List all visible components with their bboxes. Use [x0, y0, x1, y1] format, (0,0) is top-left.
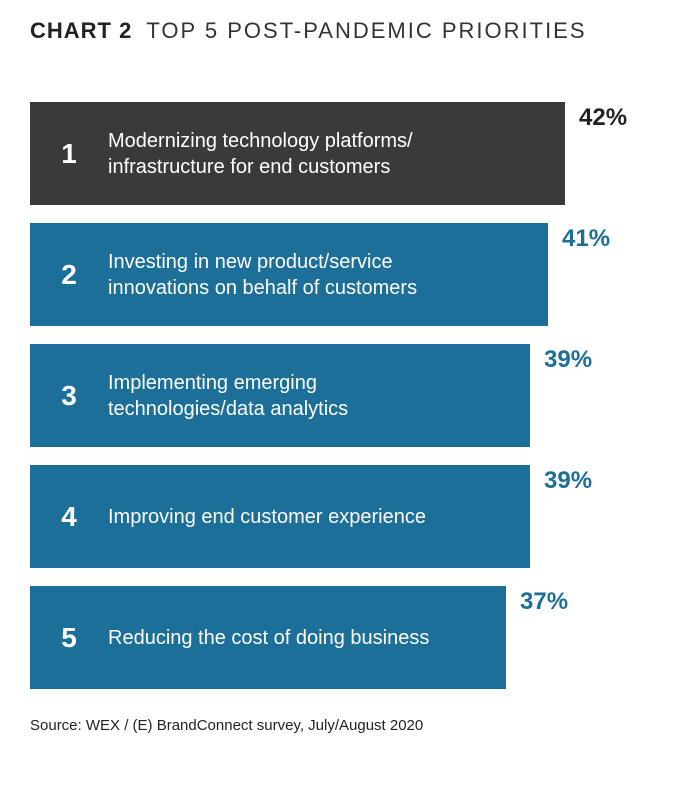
bar-label: Modernizing technology platforms/ infras…: [108, 128, 468, 180]
bar-percent: 39%: [544, 346, 592, 374]
bar-rank: 1: [30, 138, 108, 170]
bar-rank: 2: [30, 259, 108, 291]
source-note: Source: WEX / (E) BrandConnect survey, J…: [30, 717, 656, 734]
bar-label: Improving end customer experience: [108, 504, 442, 530]
bar: 1Modernizing technology platforms/ infra…: [30, 102, 565, 205]
bar-percent: 37%: [520, 588, 568, 616]
bar-rank: 3: [30, 380, 108, 412]
bar-row: 5Reducing the cost of doing business 37%: [30, 586, 656, 689]
chart-header: CHART 2 TOP 5 POST-PANDEMIC PRIORITIES: [30, 18, 656, 44]
bar-rank: 5: [30, 622, 108, 654]
bar-label: Investing in new product/service innovat…: [108, 249, 468, 301]
bar: 5Reducing the cost of doing business: [30, 586, 506, 689]
bar-percent: 41%: [562, 225, 610, 253]
bar: 3Implementing emerging technologies/data…: [30, 344, 530, 447]
bar-row: 3Implementing emerging technologies/data…: [30, 344, 656, 447]
bar-row: 1Modernizing technology platforms/ infra…: [30, 102, 656, 205]
bar-row: 4Improving end customer experience 39%: [30, 465, 656, 568]
bar-rank: 4: [30, 501, 108, 533]
chart-number: CHART 2: [30, 18, 132, 44]
bar-row: 2Investing in new product/service innova…: [30, 223, 656, 326]
bar: 4Improving end customer experience: [30, 465, 530, 568]
bar: 2Investing in new product/service innova…: [30, 223, 548, 326]
bars-container: 1Modernizing technology platforms/ infra…: [30, 102, 656, 689]
bar-label: Reducing the cost of doing business: [108, 625, 445, 651]
bar-percent: 39%: [544, 467, 592, 495]
chart-title: TOP 5 POST-PANDEMIC PRIORITIES: [146, 18, 586, 44]
bar-percent: 42%: [579, 104, 627, 132]
bar-label: Implementing emerging technologies/data …: [108, 370, 468, 422]
